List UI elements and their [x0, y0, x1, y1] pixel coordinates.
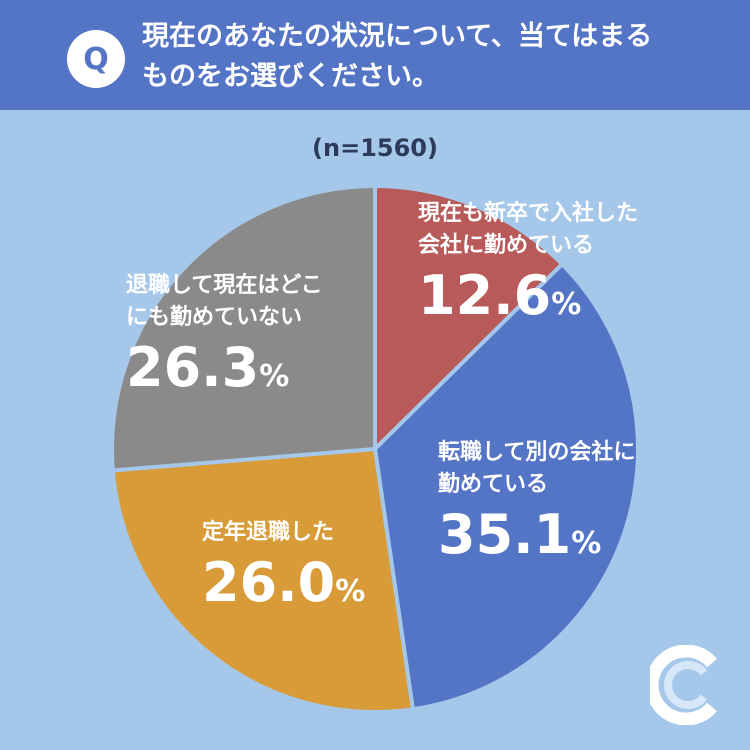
slice-name-line-1: 退職して現在はどこ	[126, 273, 323, 298]
brand-logo	[650, 645, 717, 725]
slice-label-retired-at-age: 定年退職した 26.0%	[202, 517, 365, 622]
slice-percent: 26.3%	[126, 336, 290, 399]
slice-name-line-1: 転職して別の会社に	[438, 440, 636, 465]
slice-percent: 12.6%	[418, 264, 582, 327]
pie-slice-changed-job	[373, 262, 640, 712]
pie-slice-retired-at-age	[110, 447, 415, 714]
pie-slice-retired-unemployed	[110, 184, 377, 473]
slice-name-line-1: 現在も新卒で入社した	[418, 201, 639, 226]
slice-percent: 35.1%	[438, 503, 602, 566]
pie-slice-new-grad-company	[373, 184, 565, 451]
slice-label-changed-job: 転職して別の会社に 勤めている 35.1%	[438, 437, 635, 574]
slice-name-line-2: 勤めている	[438, 472, 549, 497]
question-badge: Q	[67, 30, 125, 88]
slice-label-retired-unemployed: 退職して現在はどこ にも勤めていない 26.3%	[126, 270, 323, 407]
slice-name-line-2: にも勤めていない	[126, 305, 303, 330]
slice-name-line-1: 定年退職した	[202, 520, 335, 545]
question-line-1: 現在のあなたの状況について、当てはまる	[142, 21, 653, 52]
slice-name-line-2: 会社に勤めている	[418, 233, 595, 258]
sample-size-label: (n=1560)	[312, 134, 438, 162]
question-header: Q 現在のあなたの状況について、当てはまる ものをお選びください。	[0, 0, 750, 110]
question-line-2: ものをお選びください。	[142, 61, 439, 92]
slice-percent: 26.0%	[202, 551, 366, 614]
question-text: 現在のあなたの状況について、当てはまる ものをお選びください。	[142, 17, 732, 97]
slice-label-new-grad-company: 現在も新卒で入社した 会社に勤めている 12.6%	[418, 198, 638, 335]
